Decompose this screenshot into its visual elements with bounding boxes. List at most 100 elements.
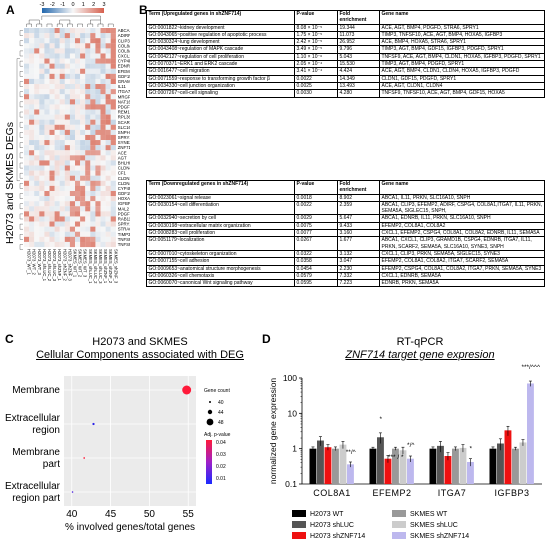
legend-label: H2073 shZNF714 xyxy=(310,533,365,540)
heatmap-cell xyxy=(49,28,55,34)
heatmap-cell xyxy=(34,28,40,34)
table-cell: 9.796 xyxy=(337,45,380,54)
heatmap-cell xyxy=(69,211,76,217)
column-label: H2073_shZNF_3 xyxy=(67,249,72,282)
table-cell: GO:0007155~cell adhesion xyxy=(146,257,295,266)
heatmap-cell xyxy=(39,155,45,161)
heatmap-cell xyxy=(75,119,81,125)
heatmap-cell xyxy=(39,190,45,197)
heatmap-cell xyxy=(34,160,40,166)
heatmap-cell xyxy=(59,53,65,59)
heatmap-cell xyxy=(75,170,81,176)
heatmap-cell xyxy=(54,175,60,181)
heatmap-cell xyxy=(29,196,35,202)
heatmap-cell xyxy=(34,129,40,136)
table-cell: ACE, BMP4, HOXA5, STRA6, SPRY1 xyxy=(379,38,545,47)
column-label: H2073_shLUC_3 xyxy=(52,249,57,282)
heatmap-cell xyxy=(34,226,40,232)
table-cell: GO:0060326~cell chemotaxis xyxy=(146,271,295,281)
heatmap-cell xyxy=(105,165,111,171)
heatmap-cell xyxy=(100,216,106,222)
heatmap-cell xyxy=(44,124,50,130)
heatmap-cell xyxy=(69,165,76,171)
heatmap-cell xyxy=(80,63,86,69)
heatmap-cell xyxy=(100,190,106,197)
heatmap-cell xyxy=(64,109,70,115)
heatmap-cell xyxy=(39,33,45,39)
heatmap-cell xyxy=(24,43,30,49)
heatmap-cell xyxy=(34,185,40,192)
heatmap-cell xyxy=(69,73,76,80)
heatmap-cell xyxy=(39,119,45,125)
bar xyxy=(399,450,407,484)
heatmap-cell xyxy=(39,89,45,95)
table-cell: EFEMP2, COL8A1, COL8A2 xyxy=(379,221,545,231)
table-header-cell: P-value xyxy=(294,10,338,25)
heatmap-cell xyxy=(64,140,70,146)
heatmap-cell xyxy=(44,134,50,141)
heatmap-cell xyxy=(110,38,116,44)
heatmap-cell xyxy=(44,94,50,100)
heatmap-cell xyxy=(24,206,30,212)
heatmap-cell xyxy=(24,89,30,95)
heatmap-cell xyxy=(69,175,76,181)
heatmap-cell xyxy=(85,211,91,217)
heatmap-cell xyxy=(110,160,116,166)
heatmap-cell xyxy=(85,170,91,176)
table-cell: 2.42 × 10⁻⁵ xyxy=(294,38,338,47)
heatmap-cell xyxy=(105,94,111,100)
heatmap-cell xyxy=(110,129,116,136)
table-cell: 7.223 xyxy=(337,279,380,288)
heatmap-cell xyxy=(69,155,76,161)
heatmap-cell xyxy=(100,94,106,100)
heatmap-cell xyxy=(64,53,70,59)
heatmap-cell xyxy=(95,33,101,39)
heatmap-cell xyxy=(24,58,30,64)
column-label: H2073_shZNF_2 xyxy=(62,249,67,282)
heatmap-cell xyxy=(49,211,55,217)
heatmap-cell xyxy=(24,84,30,90)
table-row: GO:0032940~secretion by cell 0.0029 5.647 A… xyxy=(146,214,545,223)
heatmap-cell xyxy=(34,175,40,181)
heatmap-cell xyxy=(54,78,60,85)
heatmap-cell xyxy=(54,140,60,146)
heatmap-cell xyxy=(39,211,45,217)
column-label: SKMES_shZNF_1 xyxy=(103,249,108,284)
bar xyxy=(527,383,534,484)
heatmap-cell xyxy=(69,241,76,248)
heatmap-cell xyxy=(95,201,101,207)
heatmap-cell xyxy=(49,165,55,171)
bar xyxy=(324,447,332,484)
heatmap-cell xyxy=(75,221,81,227)
heatmap-cell xyxy=(69,180,76,186)
heatmap-cell xyxy=(34,134,40,141)
heatmap-cell xyxy=(75,94,81,100)
table-header-cell: Fold enrichment xyxy=(337,180,380,195)
table-row: GO:0007010~cytoskeleton organization 0.03… xyxy=(146,249,545,259)
plot-background xyxy=(64,376,196,506)
heatmap-cell xyxy=(69,201,76,207)
heatmap-cell xyxy=(100,119,106,125)
heatmap-cell xyxy=(29,109,35,115)
heatmap-cell xyxy=(64,119,70,125)
bar xyxy=(437,445,444,484)
gene-label: SPRY1 xyxy=(118,222,130,227)
gene-label: RPL36A4 xyxy=(118,115,130,120)
heatmap-cell xyxy=(59,94,65,100)
table-cell: 0.0077 xyxy=(294,229,338,238)
heatmap-cell xyxy=(44,165,50,171)
heatmap-cell xyxy=(29,94,35,100)
table-cell: GO:0043065~positive regulation of apopto… xyxy=(146,30,295,40)
heatmap-cell xyxy=(75,196,81,202)
heatmap-cell xyxy=(59,89,65,95)
heatmap-cell xyxy=(49,84,55,90)
table-cell: 0.0358 xyxy=(294,257,338,266)
heatmap-cell xyxy=(64,241,70,248)
heatmap-cell xyxy=(59,201,65,207)
heatmap-cell xyxy=(80,124,86,130)
bar xyxy=(519,442,527,484)
heatmap-cell xyxy=(24,155,30,161)
heatmap-cell xyxy=(100,99,106,105)
heatmap-cell xyxy=(69,160,76,166)
table-cell: 0.0454 xyxy=(294,264,338,273)
